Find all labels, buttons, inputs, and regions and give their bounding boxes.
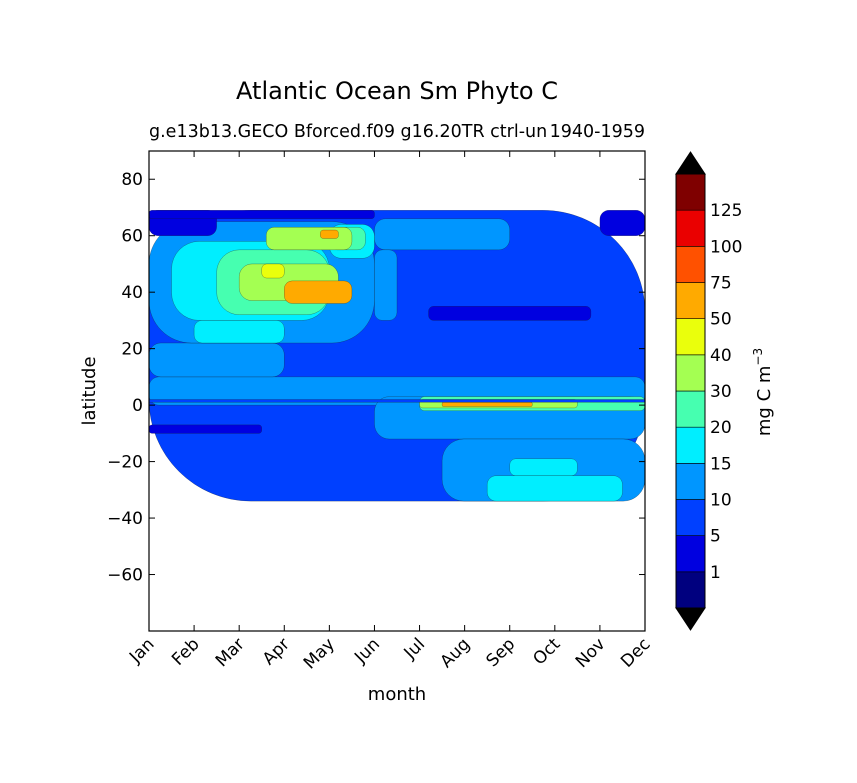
colorbar-tick-label: 15 [710,454,732,474]
colorbar-extend-min [675,607,706,631]
x-tick-label: Apr [259,634,294,669]
contour-region [149,399,645,403]
colorbar-swatch [675,209,706,247]
y-tick-label: 0 [132,396,143,416]
colorbar-swatch [675,426,706,464]
chart-title: Atlantic Ocean Sm Phyto C [236,77,558,105]
y-axis-label: latitude [79,356,100,425]
contour-region [374,218,510,251]
contour-region [599,210,645,236]
contour-region [320,229,339,239]
plot-frame [148,150,646,632]
x-axis-label: month [368,684,426,705]
y-tick-label: 80 [121,170,143,190]
colorbar-swatch [675,282,706,319]
contour-region [441,402,533,407]
y-tick-label: 60 [121,227,143,247]
colorbar-swatch [675,499,706,536]
colorbar-tick-label: 10 [710,491,732,511]
colorbar-swatch [675,463,706,500]
colorbar-tick-label: 20 [710,418,732,438]
colorbar-swatch [675,246,706,283]
x-tick-label: Dec [617,634,654,671]
x-tick-label: Oct [529,634,564,669]
colorbar-tick-label: 5 [710,527,721,547]
colorbar-swatch [675,354,706,392]
x-tick-label: Feb [168,634,203,669]
colorbar-tick-label: 100 [710,237,742,257]
x-tick-label: Jul [400,634,429,663]
y-tick-label: 20 [121,340,143,360]
contour-region [486,475,623,502]
x-tick-label: Nov [572,634,610,672]
colorbar-tick-label: 125 [710,201,742,221]
y-axis: 80 60 40 20 0 −20 −40 −60 [107,170,645,586]
colorbar-swatch [675,390,706,428]
colorbar-tick-label: 75 [710,274,732,294]
colorbar-extend-max [675,151,706,175]
contour-region [149,424,262,434]
colorbar-label: mg C m−3 [751,348,775,436]
y-tick-label: 40 [121,283,143,303]
contour-region [266,227,353,251]
colorbar-swatch [675,173,706,211]
x-tick-label: Sep [482,634,519,671]
contour-region [428,306,592,321]
contour-region [149,210,375,219]
x-tick-label: Mar [212,634,249,671]
x-tick-label: Aug [437,634,475,672]
contour-region [193,320,285,344]
chart-subtitle-left: g.e13b13.GECO Bforced.f09 g16.20TR ctrl-… [149,122,547,142]
x-tick-label: Jun [350,634,384,668]
x-tick-label: Jan [125,634,158,667]
colorbar-frame [675,173,706,609]
colorbar-swatch [675,318,706,356]
y-tick-label: −40 [107,509,143,529]
plot-area: 80 60 40 20 0 −20 −40 −60 Jan Feb Mar Apr May Jun Jul… [107,150,655,673]
chart-subtitle-right: 1940-1959 [550,122,645,142]
colorbar-label-text: mg C m [754,366,775,437]
contour-fill [149,210,645,502]
colorbar-swatch [675,571,706,609]
contour-region [284,280,353,304]
colorbar-swatch [675,535,706,573]
contour-region [149,342,285,378]
x-tick-label: May [300,634,339,673]
colorbar-tick-label: 50 [710,310,732,330]
colorbar-label-exponent: −3 [751,348,765,366]
y-tick-label: −20 [107,453,143,473]
contour-region [509,458,578,476]
contour-region [261,263,285,279]
colorbar-tick-label: 30 [710,382,732,402]
y-tick-label: −60 [107,566,143,586]
colorbar-tick-label: 1 [710,563,721,583]
contour-region [374,249,398,321]
colorbar-tick-label: 40 [710,346,732,366]
